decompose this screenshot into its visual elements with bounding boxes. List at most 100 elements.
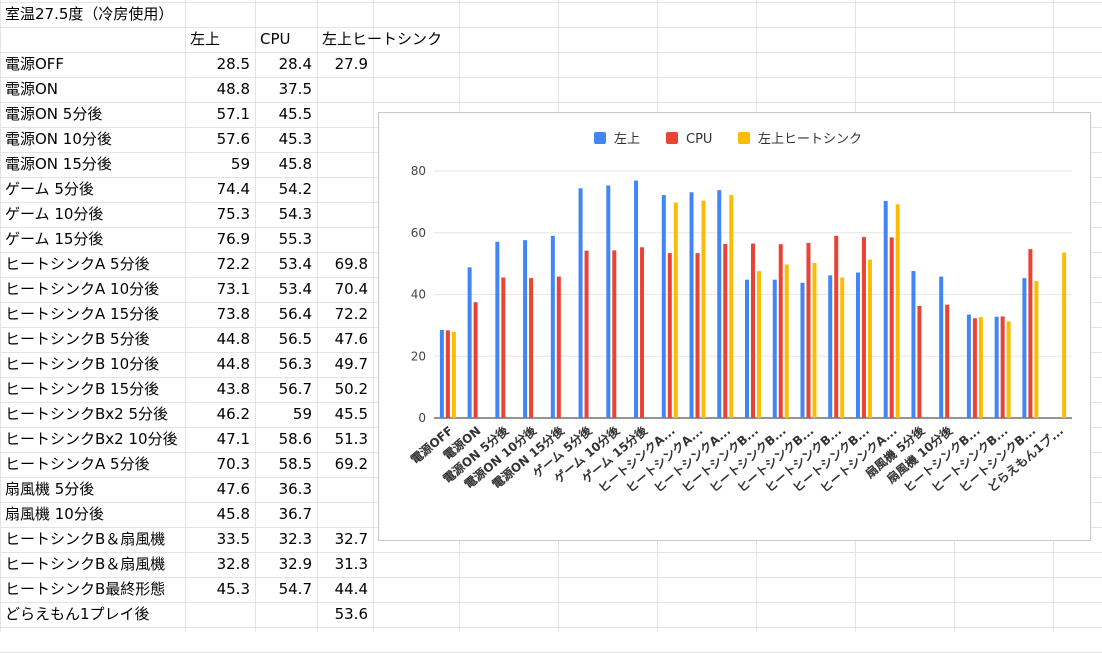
- row-label-cell[interactable]: 扇風機 5分後: [5, 480, 95, 498]
- value-cell[interactable]: 32.8: [216, 555, 250, 573]
- value-cell[interactable]: 51.3: [334, 430, 368, 448]
- row-label-cell[interactable]: 電源ON 15分後: [5, 155, 112, 173]
- row-label-cell[interactable]: ゲーム 15分後: [5, 230, 104, 248]
- value-cell[interactable]: [322, 127, 368, 152]
- row-label-cell[interactable]: ヒートシンクA 10分後: [5, 280, 160, 298]
- value-cell[interactable]: 37.5: [278, 80, 312, 98]
- sheet-title-cell[interactable]: 室温27.5度（冷房使用）: [5, 5, 174, 23]
- value-cell[interactable]: 45.8: [278, 155, 312, 173]
- value-cell[interactable]: 32.7: [334, 530, 368, 548]
- value-cell[interactable]: 43.8: [216, 380, 250, 398]
- value-cell[interactable]: 59: [292, 405, 312, 423]
- value-cell[interactable]: 72.2: [216, 255, 250, 273]
- value-cell[interactable]: 44.4: [334, 580, 368, 598]
- value-cell[interactable]: 54.2: [278, 180, 312, 198]
- row-label-cell[interactable]: 扇風機 10分後: [5, 505, 104, 523]
- value-cell[interactable]: 47.6: [334, 330, 368, 348]
- value-cell[interactable]: 74.4: [216, 180, 250, 198]
- value-cell[interactable]: 54.7: [278, 580, 312, 598]
- value-cell[interactable]: 45.8: [216, 505, 250, 523]
- value-cell[interactable]: 70.3: [216, 455, 250, 473]
- row-label-cell[interactable]: ヒートシンクA 15分後: [5, 305, 160, 323]
- y-tick-label: 80: [411, 164, 426, 178]
- value-cell[interactable]: 56.5: [278, 330, 312, 348]
- row-label-cell[interactable]: 電源ON: [5, 80, 59, 98]
- value-cell[interactable]: 33.5: [216, 530, 250, 548]
- row-label-cell[interactable]: ヒートシンクB最終形態: [5, 580, 166, 598]
- value-cell[interactable]: [322, 202, 368, 227]
- header-cell[interactable]: CPU: [260, 30, 291, 48]
- value-cell[interactable]: [322, 227, 368, 252]
- value-cell[interactable]: 48.8: [216, 80, 250, 98]
- value-cell[interactable]: 69.2: [334, 455, 368, 473]
- value-cell[interactable]: 72.2: [334, 305, 368, 323]
- bar-heatsink: [701, 200, 706, 418]
- value-cell[interactable]: 75.3: [216, 205, 250, 223]
- row-label-cell[interactable]: ゲーム 10分後: [5, 205, 104, 223]
- row-label-cell[interactable]: ヒートシンクB 5分後: [5, 330, 150, 348]
- value-cell[interactable]: 45.3: [278, 130, 312, 148]
- row-label-cell[interactable]: ゲーム 5分後: [5, 180, 94, 198]
- value-cell[interactable]: 47.1: [216, 430, 250, 448]
- header-cell[interactable]: 左上: [190, 30, 221, 48]
- value-cell[interactable]: 50.2: [334, 380, 368, 398]
- value-cell[interactable]: 53.6: [334, 605, 368, 623]
- value-cell[interactable]: 73.1: [216, 280, 250, 298]
- value-cell[interactable]: 56.3: [278, 355, 312, 373]
- value-cell[interactable]: 53.4: [278, 255, 312, 273]
- value-cell[interactable]: 45.3: [216, 580, 250, 598]
- value-cell[interactable]: 70.4: [334, 280, 368, 298]
- row-label-cell[interactable]: ヒートシンクB＆扇風機: [5, 555, 166, 573]
- row-label-cell[interactable]: ヒートシンクA 5分後: [5, 455, 150, 473]
- value-cell[interactable]: 44.8: [216, 355, 250, 373]
- value-cell[interactable]: 57.6: [216, 130, 250, 148]
- value-cell[interactable]: 45.5: [334, 405, 368, 423]
- row-label-cell[interactable]: ヒートシンクA 5分後: [5, 255, 150, 273]
- value-cell[interactable]: 58.5: [278, 455, 312, 473]
- row-label-cell[interactable]: ヒートシンクB＆扇風機: [5, 530, 166, 548]
- value-cell[interactable]: 32.3: [278, 530, 312, 548]
- value-cell[interactable]: [190, 602, 250, 627]
- value-cell[interactable]: 28.5: [216, 55, 250, 73]
- row-label-cell[interactable]: 電源ON 10分後: [5, 130, 112, 148]
- value-cell[interactable]: [322, 177, 368, 202]
- row-label-cell[interactable]: ヒートシンクB 15分後: [5, 380, 160, 398]
- value-cell[interactable]: 69.8: [334, 255, 368, 273]
- value-cell[interactable]: 57.1: [216, 105, 250, 123]
- header-cell[interactable]: 左上ヒートシンク: [322, 30, 443, 48]
- value-cell[interactable]: 32.9: [278, 555, 312, 573]
- value-cell[interactable]: [322, 477, 368, 502]
- value-cell[interactable]: [322, 77, 368, 102]
- value-cell[interactable]: 58.6: [278, 430, 312, 448]
- value-cell[interactable]: 28.4: [278, 55, 312, 73]
- value-cell[interactable]: [260, 602, 312, 627]
- value-cell[interactable]: 53.4: [278, 280, 312, 298]
- value-cell[interactable]: 55.3: [278, 230, 312, 248]
- value-cell[interactable]: [322, 102, 368, 127]
- row-label-cell[interactable]: どらえもん1プレイ後: [5, 605, 150, 623]
- value-cell[interactable]: 27.9: [334, 55, 368, 73]
- value-cell[interactable]: 76.9: [216, 230, 250, 248]
- row-label-cell[interactable]: ヒートシンクB 10分後: [5, 355, 160, 373]
- value-cell[interactable]: [322, 152, 368, 177]
- grid-row-line: [0, 102, 1102, 103]
- row-label-cell[interactable]: ヒートシンクBx2 5分後: [5, 405, 169, 423]
- row-label-cell[interactable]: 電源OFF: [5, 55, 65, 73]
- value-cell[interactable]: 36.3: [278, 480, 312, 498]
- value-cell[interactable]: 36.7: [278, 505, 312, 523]
- value-cell[interactable]: 49.7: [334, 355, 368, 373]
- value-cell[interactable]: 59: [230, 155, 250, 173]
- value-cell[interactable]: 44.8: [216, 330, 250, 348]
- value-cell[interactable]: 47.6: [216, 480, 250, 498]
- row-label-cell[interactable]: ヒートシンクBx2 10分後: [5, 430, 178, 448]
- value-cell[interactable]: [322, 502, 368, 527]
- value-cell[interactable]: 73.8: [216, 305, 250, 323]
- row-label-cell[interactable]: 電源ON 5分後: [5, 105, 103, 123]
- value-cell[interactable]: 54.3: [278, 205, 312, 223]
- value-cell[interactable]: 56.4: [278, 305, 312, 323]
- value-cell[interactable]: 45.5: [278, 105, 312, 123]
- value-cell[interactable]: 46.2: [216, 405, 250, 423]
- chart-container[interactable]: 0 20 40 60 80 電源OFF 電源ON 電源ON 5分後 電源ON 10分後 電源ON …: [378, 112, 1091, 541]
- value-cell[interactable]: 31.3: [334, 555, 368, 573]
- value-cell[interactable]: 56.7: [278, 380, 312, 398]
